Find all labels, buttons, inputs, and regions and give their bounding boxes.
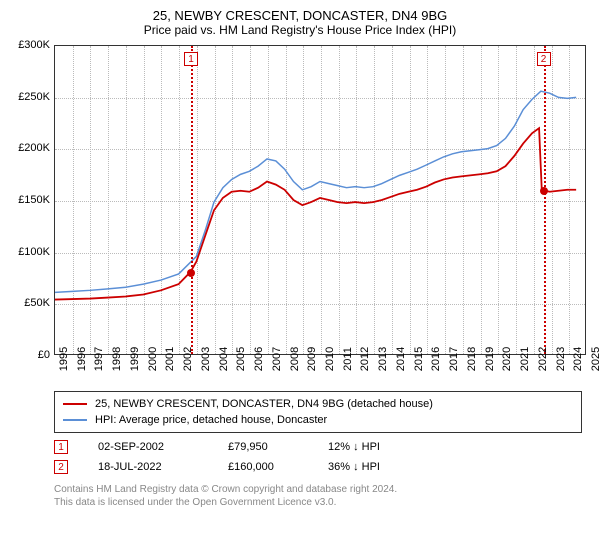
plot-area: 12 [54,45,586,355]
disclaimer: Contains HM Land Registry data © Crown c… [54,483,582,509]
chart-box: 12 £0£50K£100K£150K£200K£250K£300K 19951… [12,45,588,385]
y-axis-label: £250K [12,91,50,103]
sales-row: 1 02-SEP-2002 £79,950 12% ↓ HPI [54,437,582,457]
disclaimer-line2: This data is licensed under the Open Gov… [54,496,582,509]
legend-text: HPI: Average price, detached house, Donc… [95,412,327,428]
series-line [55,91,576,292]
sales-table: 1 02-SEP-2002 £79,950 12% ↓ HPI 2 18-JUL-2022… [54,437,582,477]
sales-date: 18-JUL-2022 [98,457,198,477]
marker-line [191,46,193,354]
chart-container: 25, NEWBY CRESCENT, DONCASTER, DN4 9BG P… [0,0,600,560]
sales-price: £79,950 [228,437,298,457]
marker-line [544,46,546,354]
sales-pct: 36% ↓ HPI [328,457,428,477]
sales-marker-box: 2 [54,460,68,474]
x-axis-label: 2025 [590,347,600,371]
sales-date: 02-SEP-2002 [98,437,198,457]
marker-label-box: 2 [537,52,551,66]
y-axis-label: £150K [12,194,50,206]
sales-row: 2 18-JUL-2022 £160,000 36% ↓ HPI [54,457,582,477]
marker-label-box: 1 [184,52,198,66]
sales-marker-box: 1 [54,440,68,454]
legend-text: 25, NEWBY CRESCENT, DONCASTER, DN4 9BG (… [95,396,433,412]
legend-swatch [63,403,87,405]
series-line [55,128,576,299]
marker-dot [540,187,548,195]
chart-subtitle: Price paid vs. HM Land Registry's House … [10,23,590,37]
sales-price: £160,000 [228,457,298,477]
y-axis-label: £50K [12,297,50,309]
disclaimer-line1: Contains HM Land Registry data © Crown c… [54,483,582,496]
y-axis-label: £100K [12,246,50,258]
legend-item: 25, NEWBY CRESCENT, DONCASTER, DN4 9BG (… [63,396,573,412]
line-svg [55,46,585,354]
legend: 25, NEWBY CRESCENT, DONCASTER, DN4 9BG (… [54,391,582,433]
legend-item: HPI: Average price, detached house, Donc… [63,412,573,428]
y-axis-label: £200K [12,142,50,154]
chart-title: 25, NEWBY CRESCENT, DONCASTER, DN4 9BG [10,8,590,23]
y-axis-label: £0 [12,349,50,361]
legend-swatch [63,419,87,421]
marker-dot [187,269,195,277]
y-axis-label: £300K [12,39,50,51]
sales-pct: 12% ↓ HPI [328,437,428,457]
